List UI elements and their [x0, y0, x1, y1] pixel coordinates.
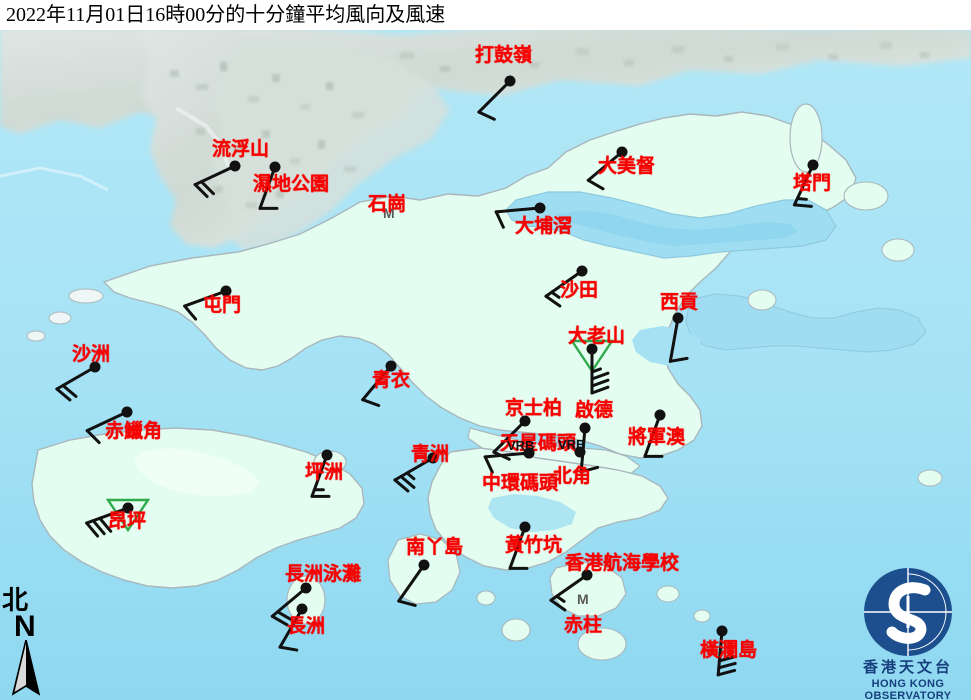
page-title: 2022年11月01日16時00分的十分鐘平均風向及風速	[6, 4, 446, 26]
station-label: 塔門	[793, 173, 832, 194]
station-label: 打鼓嶺	[475, 45, 533, 66]
station-dot[interactable]	[535, 203, 545, 213]
hko-logo-icon	[862, 566, 954, 663]
station-label: 長洲	[287, 616, 326, 637]
compass-label-en: N	[14, 610, 36, 643]
station-dot[interactable]	[808, 160, 818, 170]
station-dot[interactable]	[617, 147, 627, 157]
station-dot[interactable]	[123, 503, 133, 513]
station-label: 大老山	[568, 326, 626, 347]
station-label: 北角	[553, 466, 592, 487]
station-label: 坪洲	[305, 462, 344, 483]
station-label: 赤柱	[564, 615, 603, 636]
station-dot[interactable]	[230, 161, 240, 171]
variable-wind-flag: VRB	[558, 437, 586, 452]
station-dot[interactable]	[580, 423, 590, 433]
station-label: 濕地公園	[253, 174, 330, 195]
compass-label-zh: 北	[2, 586, 29, 615]
station-label: 橫瀾島	[700, 640, 758, 661]
station-dot[interactable]	[524, 448, 534, 458]
station-dot[interactable]	[505, 76, 515, 86]
station-dot[interactable]	[297, 604, 307, 614]
station-label: 沙洲	[72, 344, 111, 365]
station-label: 赤鱲角	[105, 421, 163, 442]
station-label: 中環碼頭	[482, 473, 559, 494]
sai-kung-inlets	[632, 293, 927, 386]
compass-rose: 北 N	[2, 588, 66, 700]
station-dot[interactable]	[419, 560, 429, 570]
outlying-islands	[26, 103, 943, 661]
station-label: 石崗	[368, 194, 407, 215]
station-label: 青衣	[372, 370, 411, 391]
tolo-harbour	[505, 191, 837, 259]
station-label: 沙田	[560, 280, 599, 301]
station-dot[interactable]	[577, 266, 587, 276]
station-dot[interactable]	[520, 522, 530, 532]
station-dot[interactable]	[582, 570, 592, 580]
north-arrow-icon	[6, 639, 46, 700]
station-label: 天星碼頭	[500, 433, 577, 454]
station-dot[interactable]	[575, 447, 585, 457]
station-dot[interactable]	[717, 626, 727, 636]
station-dot[interactable]	[301, 583, 311, 593]
station-dot[interactable]	[122, 407, 132, 417]
river-channels	[0, 106, 230, 192]
station-dot[interactable]	[90, 362, 100, 372]
station-label: 青洲	[411, 444, 450, 465]
station-label: 啟德	[575, 400, 614, 421]
station-dot[interactable]	[221, 286, 231, 296]
station-label: 長洲泳灘	[285, 564, 362, 585]
station-label: 大埔滘	[515, 216, 573, 237]
title-bar: 2022年11月01日16時00分的十分鐘平均風向及風速	[0, 0, 971, 30]
missing-data-flag: M	[383, 205, 395, 221]
station-dot[interactable]	[386, 361, 396, 371]
missing-data-flag: M	[577, 591, 589, 607]
hko-name-en: HONG KONG OBSERVATORY	[864, 678, 952, 700]
variable-wind-flag: VRB	[507, 438, 535, 453]
station-label: 流浮山	[212, 139, 270, 160]
station-label: 南丫島	[406, 537, 464, 558]
station-dot[interactable]	[655, 410, 665, 420]
station-dot[interactable]	[270, 162, 280, 172]
station-dot[interactable]	[322, 450, 332, 460]
station-label: 京士柏	[505, 398, 563, 419]
station-dot[interactable]	[428, 453, 438, 463]
mainland-landmass	[0, 28, 971, 250]
station-label: 香港航海學校	[565, 553, 680, 574]
station-dot[interactable]	[673, 313, 683, 323]
station-label: 大美督	[598, 156, 656, 177]
hko-logo: 香港天文台 HONG KONG OBSERVATORY	[848, 566, 968, 700]
station-label: 將軍澳	[628, 427, 686, 448]
lantau-island	[31, 427, 365, 589]
station-label: 屯門	[203, 295, 242, 316]
station-label: 昂坪	[108, 511, 147, 532]
station-label: 黃竹坑	[505, 535, 563, 556]
station-dot[interactable]	[587, 344, 597, 354]
station-label: 西貢	[660, 292, 699, 313]
station-dot[interactable]	[520, 416, 530, 426]
hko-name-zh: 香港天文台	[862, 660, 953, 676]
